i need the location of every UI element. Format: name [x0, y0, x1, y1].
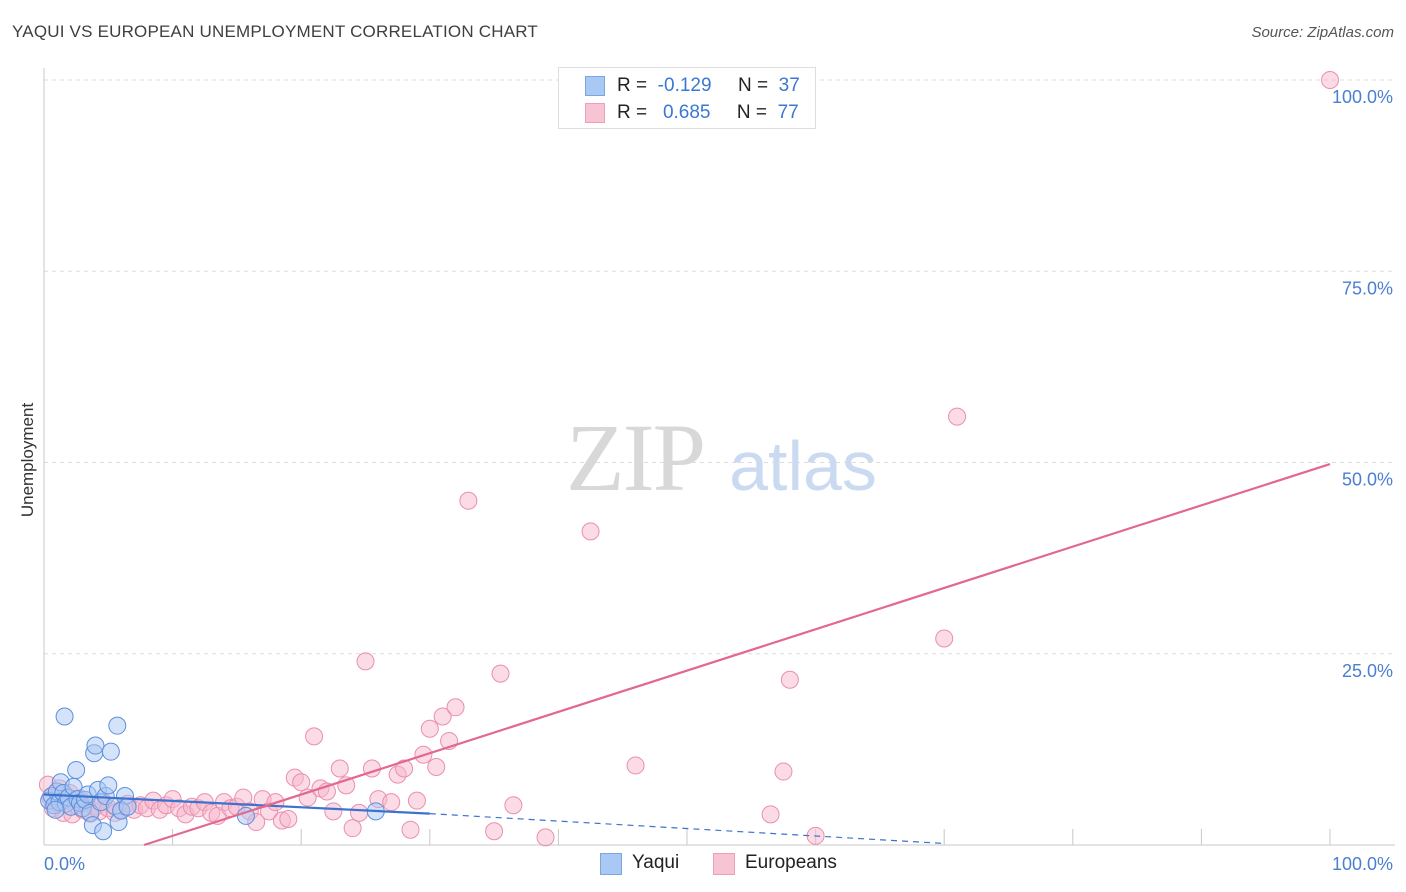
yaqui-point [101, 742, 120, 761]
yaqui-point [108, 716, 127, 735]
y-axis-label: Unemployment [18, 402, 37, 518]
axes [43, 68, 1395, 846]
x-tick-label-min: 0.0% [44, 854, 85, 874]
watermark-zip: ZIP [566, 404, 704, 511]
europeans-point [626, 756, 645, 775]
europeans-point [491, 664, 510, 683]
bottom-legend-label-europeans: Europeans [745, 852, 837, 873]
yaqui-point [94, 822, 113, 841]
europeans-point [407, 791, 426, 810]
europeans-point [330, 759, 349, 778]
yaqui-point [67, 761, 86, 780]
legend-n-label: N = [736, 102, 768, 123]
europeans-point [485, 822, 504, 841]
europeans-point [401, 820, 420, 839]
europeans-point [356, 652, 375, 671]
europeans-point [446, 698, 465, 717]
legend-swatch-europeans [585, 103, 605, 123]
europeans-point [504, 796, 523, 815]
yaqui-point [86, 736, 105, 755]
tick-labels: 100.0% 75.0% 50.0% 25.0% 0.0% 100.0% [44, 87, 1393, 874]
europeans-point [935, 629, 954, 648]
y-tick-label: 75.0% [1342, 278, 1393, 298]
x-tick-label-max: 100.0% [1332, 854, 1393, 874]
trend-lines [43, 462, 1331, 847]
watermark-atlas: atlas [729, 427, 877, 505]
bottom-legend-swatch-europeans [713, 853, 735, 875]
yaqui-trend-extension [429, 813, 945, 845]
europeans-point [324, 802, 343, 821]
yaqui-trend-line [43, 793, 430, 815]
europeans-trend-line [143, 462, 1331, 847]
legend-r-label: R = [617, 75, 648, 96]
chart-title: YAQUI VS EUROPEAN UNEMPLOYMENT CORRELATI… [12, 22, 538, 41]
europeans-point [1321, 71, 1339, 89]
europeans-point [459, 491, 478, 510]
legend-r-label: R = [617, 102, 648, 123]
legend-n-value-europeans: 77 [777, 102, 799, 123]
y-tick-label: 100.0% [1332, 87, 1393, 107]
legend-n-label: N = [737, 75, 769, 96]
y-tick-label: 50.0% [1342, 470, 1393, 490]
yaqui-points [40, 707, 385, 841]
y-tick-label: 25.0% [1342, 661, 1393, 681]
europeans-point [427, 757, 446, 776]
watermark: ZIP atlas [566, 404, 877, 511]
europeans-point [536, 828, 555, 847]
europeans-point [948, 407, 967, 426]
yaqui-point [46, 800, 65, 819]
bottom-legend-label-yaqui: Yaqui [632, 852, 680, 873]
europeans-point [382, 793, 401, 812]
europeans-point [581, 522, 600, 541]
europeans-point [780, 670, 799, 689]
correlation-legend: R = -0.129 N = 37 R = 0.685 N = 77 [558, 67, 816, 129]
europeans-point [279, 809, 298, 828]
europeans-point [305, 727, 324, 746]
europeans-point [774, 762, 793, 781]
europeans-point [395, 759, 414, 778]
europeans-point [350, 803, 369, 822]
europeans-point [433, 707, 452, 726]
legend-n-value-yaqui: 37 [778, 75, 800, 96]
bottom-legend-swatch-yaqui [600, 853, 622, 875]
gridlines [44, 79, 1395, 655]
europeans-point [292, 773, 311, 792]
europeans-point [343, 819, 362, 838]
yaqui-point [118, 797, 137, 816]
europeans-point [420, 719, 439, 738]
legend-r-value-yaqui: -0.129 [657, 75, 712, 96]
yaqui-point [99, 776, 118, 795]
source-label: Source: ZipAtlas.com [1251, 24, 1394, 41]
yaqui-point [55, 707, 74, 726]
legend-swatch-yaqui [585, 76, 605, 96]
europeans-point [761, 805, 780, 824]
legend-r-value-europeans: 0.685 [662, 102, 711, 123]
